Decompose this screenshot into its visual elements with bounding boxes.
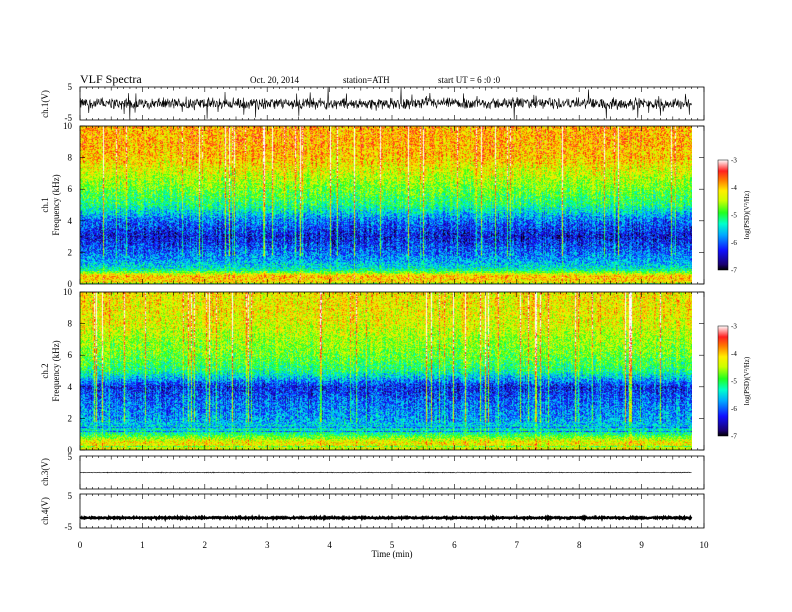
- colorbar-tick-label: -3: [731, 157, 737, 165]
- ch3-waveform-trace: [79, 471, 692, 474]
- x-tick-label: 8: [577, 540, 582, 550]
- colorbar-tick-label: -7: [731, 267, 737, 275]
- start-time-label: start UT = 6 :0 :0: [438, 75, 501, 85]
- freq-tick-label: 10: [63, 287, 73, 297]
- figure-title: VLF Spectra: [80, 72, 142, 86]
- x-axis-label: Time (min): [372, 549, 413, 559]
- x-tick-label: 2: [203, 540, 208, 550]
- colorbar-tick-labels: -3 -4 -5 -6 -7 -3 -4 -5 -6 -7: [731, 157, 737, 441]
- x-tick-label: 4: [327, 540, 332, 550]
- ch2-spectrogram-blank-tail: [692, 292, 704, 450]
- freq-tick-label: 0: [68, 279, 73, 289]
- axis-ticks: [79, 87, 705, 528]
- freq-tick-label: 8: [68, 319, 73, 329]
- ch1-waveform-trace: [79, 86, 692, 120]
- ch1-colorbar-label: log(PSD)(V²/Hz): [743, 190, 751, 239]
- ch4-waveform-frame: [79, 493, 705, 529]
- ch2-channel-label: ch.2: [40, 363, 50, 378]
- freq-tick-label: 8: [68, 153, 73, 163]
- date-label: Oct. 20, 2014: [250, 75, 299, 85]
- ch1-spectrogram-blank-tail: [692, 126, 704, 284]
- x-tick-label: 9: [639, 540, 644, 550]
- freq-tick-label: 0: [68, 445, 73, 455]
- ch4-waveform-trace: [79, 513, 693, 523]
- ch4-ylabel: ch.4(V): [40, 497, 50, 525]
- ch2-spectrogram-ytick-labels: 0 2 4 6 8 10: [63, 287, 704, 455]
- ch1-spectrogram-ytick-labels: 0 2 4 6 8 10: [63, 121, 704, 289]
- ch1-channel-label: ch.1: [40, 197, 50, 212]
- colorbar-tick-label: -7: [731, 433, 737, 441]
- colorbar-tick-label: -6: [731, 239, 737, 247]
- ch1-ytick-bottom: -5: [65, 113, 73, 123]
- ch2-colorbar: [717, 325, 729, 437]
- freq-tick-label: 6: [68, 184, 73, 194]
- colorbar-tick-label: -4: [731, 350, 737, 358]
- ch1-colorbar: [717, 159, 729, 271]
- freq-tick-label: 2: [68, 247, 73, 257]
- colorbar-tick-label: -3: [731, 323, 737, 331]
- x-tick-label: 5: [390, 540, 395, 550]
- x-axis-tick-labels: 0 1 2 3 4 5 6 7 8 9 10: [78, 540, 709, 550]
- x-tick-label: 6: [452, 540, 457, 550]
- x-tick-label: 1: [140, 540, 145, 550]
- ch3-ylabel: ch.3(V): [40, 458, 50, 486]
- x-tick-label: 0: [78, 540, 83, 550]
- ch2-frequency-label: Frequency (kHz): [51, 340, 61, 401]
- x-tick-label: 3: [265, 540, 270, 550]
- station-label: station=ATH: [343, 75, 390, 85]
- colorbar-tick-label: -6: [731, 405, 737, 413]
- ch1-frequency-label: Frequency (kHz): [51, 174, 61, 235]
- ch2-colorbar-label: log(PSD)(V²/Hz): [743, 356, 751, 405]
- x-tick-label: 10: [700, 540, 710, 550]
- ch1-ylabel: ch.1(V): [40, 90, 50, 118]
- ch4-ytick-top: 5: [68, 491, 73, 501]
- ch1-spectrogram-image: [80, 126, 704, 284]
- ch1-ytick-top: 5: [68, 82, 73, 92]
- colorbar-tick-label: -5: [731, 378, 737, 386]
- colorbar-tick-label: -5: [731, 212, 737, 220]
- ch2-spectrogram-image: [80, 292, 704, 450]
- freq-tick-label: 2: [68, 413, 73, 423]
- freq-tick-label: 4: [68, 382, 73, 392]
- freq-tick-label: 4: [68, 216, 73, 226]
- freq-tick-label: 10: [63, 121, 73, 131]
- x-tick-label: 7: [515, 540, 520, 550]
- ch3-ytick-top: 5: [68, 452, 73, 462]
- ch4-ytick-bottom: -5: [65, 522, 73, 532]
- freq-tick-label: 6: [68, 350, 73, 360]
- colorbar-tick-label: -4: [731, 184, 737, 192]
